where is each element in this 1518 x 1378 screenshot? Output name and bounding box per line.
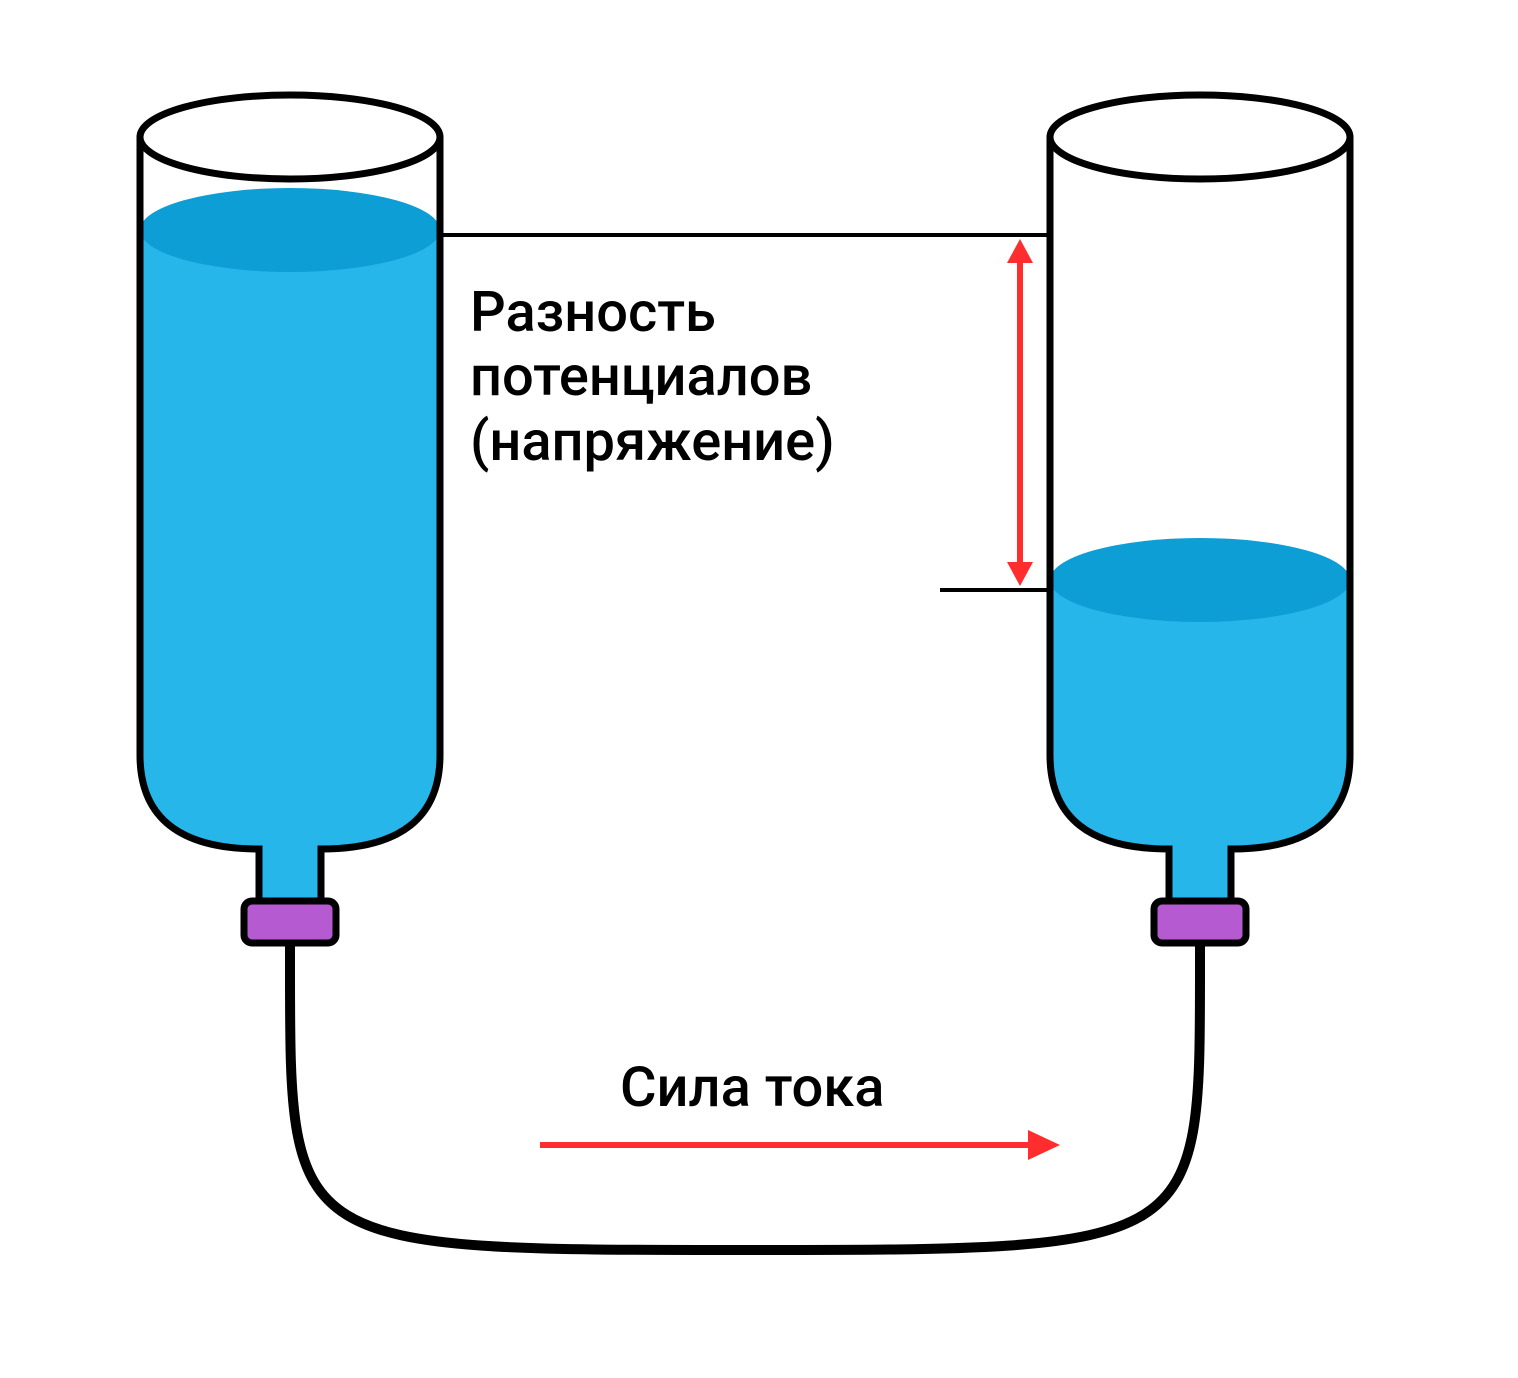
left-bottle-water	[140, 230, 440, 901]
left-bottle-cap	[244, 901, 336, 943]
right-bottle-cap	[1154, 901, 1246, 943]
diagram-svg	[0, 0, 1518, 1378]
left-bottle-rim	[140, 95, 440, 179]
left-bottle-water-surface	[140, 188, 440, 272]
right-bottle-water	[1050, 580, 1350, 901]
potential-arrow-head-up	[1007, 239, 1033, 263]
potential-difference-label: Разность потенциалов (напряжение)	[470, 280, 835, 473]
current-arrow-head	[1028, 1130, 1060, 1160]
potential-arrow-head-down	[1007, 562, 1033, 586]
right-bottle-rim	[1050, 95, 1350, 179]
right-bottle-water-surface	[1050, 538, 1350, 622]
current-label: Сила тока	[620, 1055, 884, 1119]
